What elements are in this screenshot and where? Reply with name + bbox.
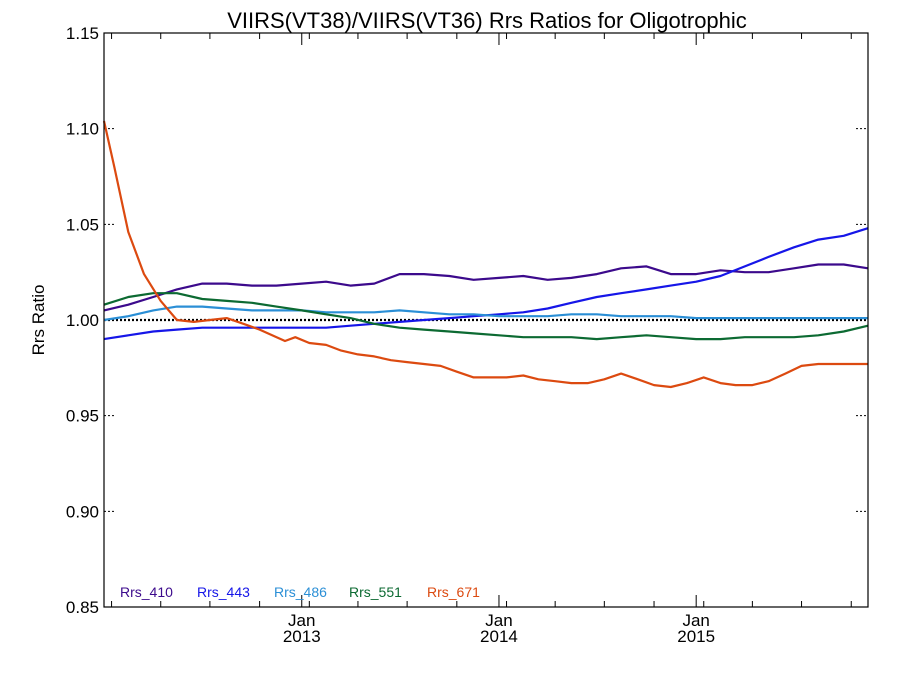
legend: Rrs_410 Rrs_443 Rrs_486 Rrs_551 Rrs_671 xyxy=(120,584,480,600)
x-tick-year-label: 2013 xyxy=(283,627,321,646)
plot-frame xyxy=(103,32,869,608)
chart-title: VIIRS(VT38)/VIIRS(VT36) Rrs Ratios for O… xyxy=(227,8,747,33)
y-tick-label: 1.00 xyxy=(66,311,99,330)
y-tick-label: 1.05 xyxy=(66,215,99,234)
legend-entry: Rrs_551 xyxy=(349,584,402,600)
y-tick-label: 0.95 xyxy=(66,407,99,426)
legend-entry: Rrs_486 xyxy=(274,584,327,600)
series-line-rrs-551 xyxy=(103,292,869,341)
series-line-rrs-410 xyxy=(103,263,869,312)
y-tick-label: 1.15 xyxy=(66,24,99,43)
y-tick-label: 0.90 xyxy=(66,502,99,521)
x-tick-month-label: Jan xyxy=(682,611,709,630)
y-tick-label: 1.10 xyxy=(66,120,99,139)
series-lines xyxy=(102,120,869,389)
x-tick-month-label: Jan xyxy=(485,611,512,630)
x-tick-year-label: 2015 xyxy=(677,627,715,646)
x-tick-year-label: 2014 xyxy=(480,627,518,646)
x-tick-month-label: Jan xyxy=(288,611,315,630)
series-line-rrs-486 xyxy=(103,305,868,322)
legend-entry: Rrs_443 xyxy=(197,584,250,600)
y-tick-label: 0.85 xyxy=(66,598,99,617)
series-line-rrs-671 xyxy=(102,120,868,389)
legend-entry: Rrs_671 xyxy=(427,584,480,600)
legend-entry: Rrs_410 xyxy=(120,584,173,600)
y-axis-label: Rrs Ratio xyxy=(29,285,48,356)
